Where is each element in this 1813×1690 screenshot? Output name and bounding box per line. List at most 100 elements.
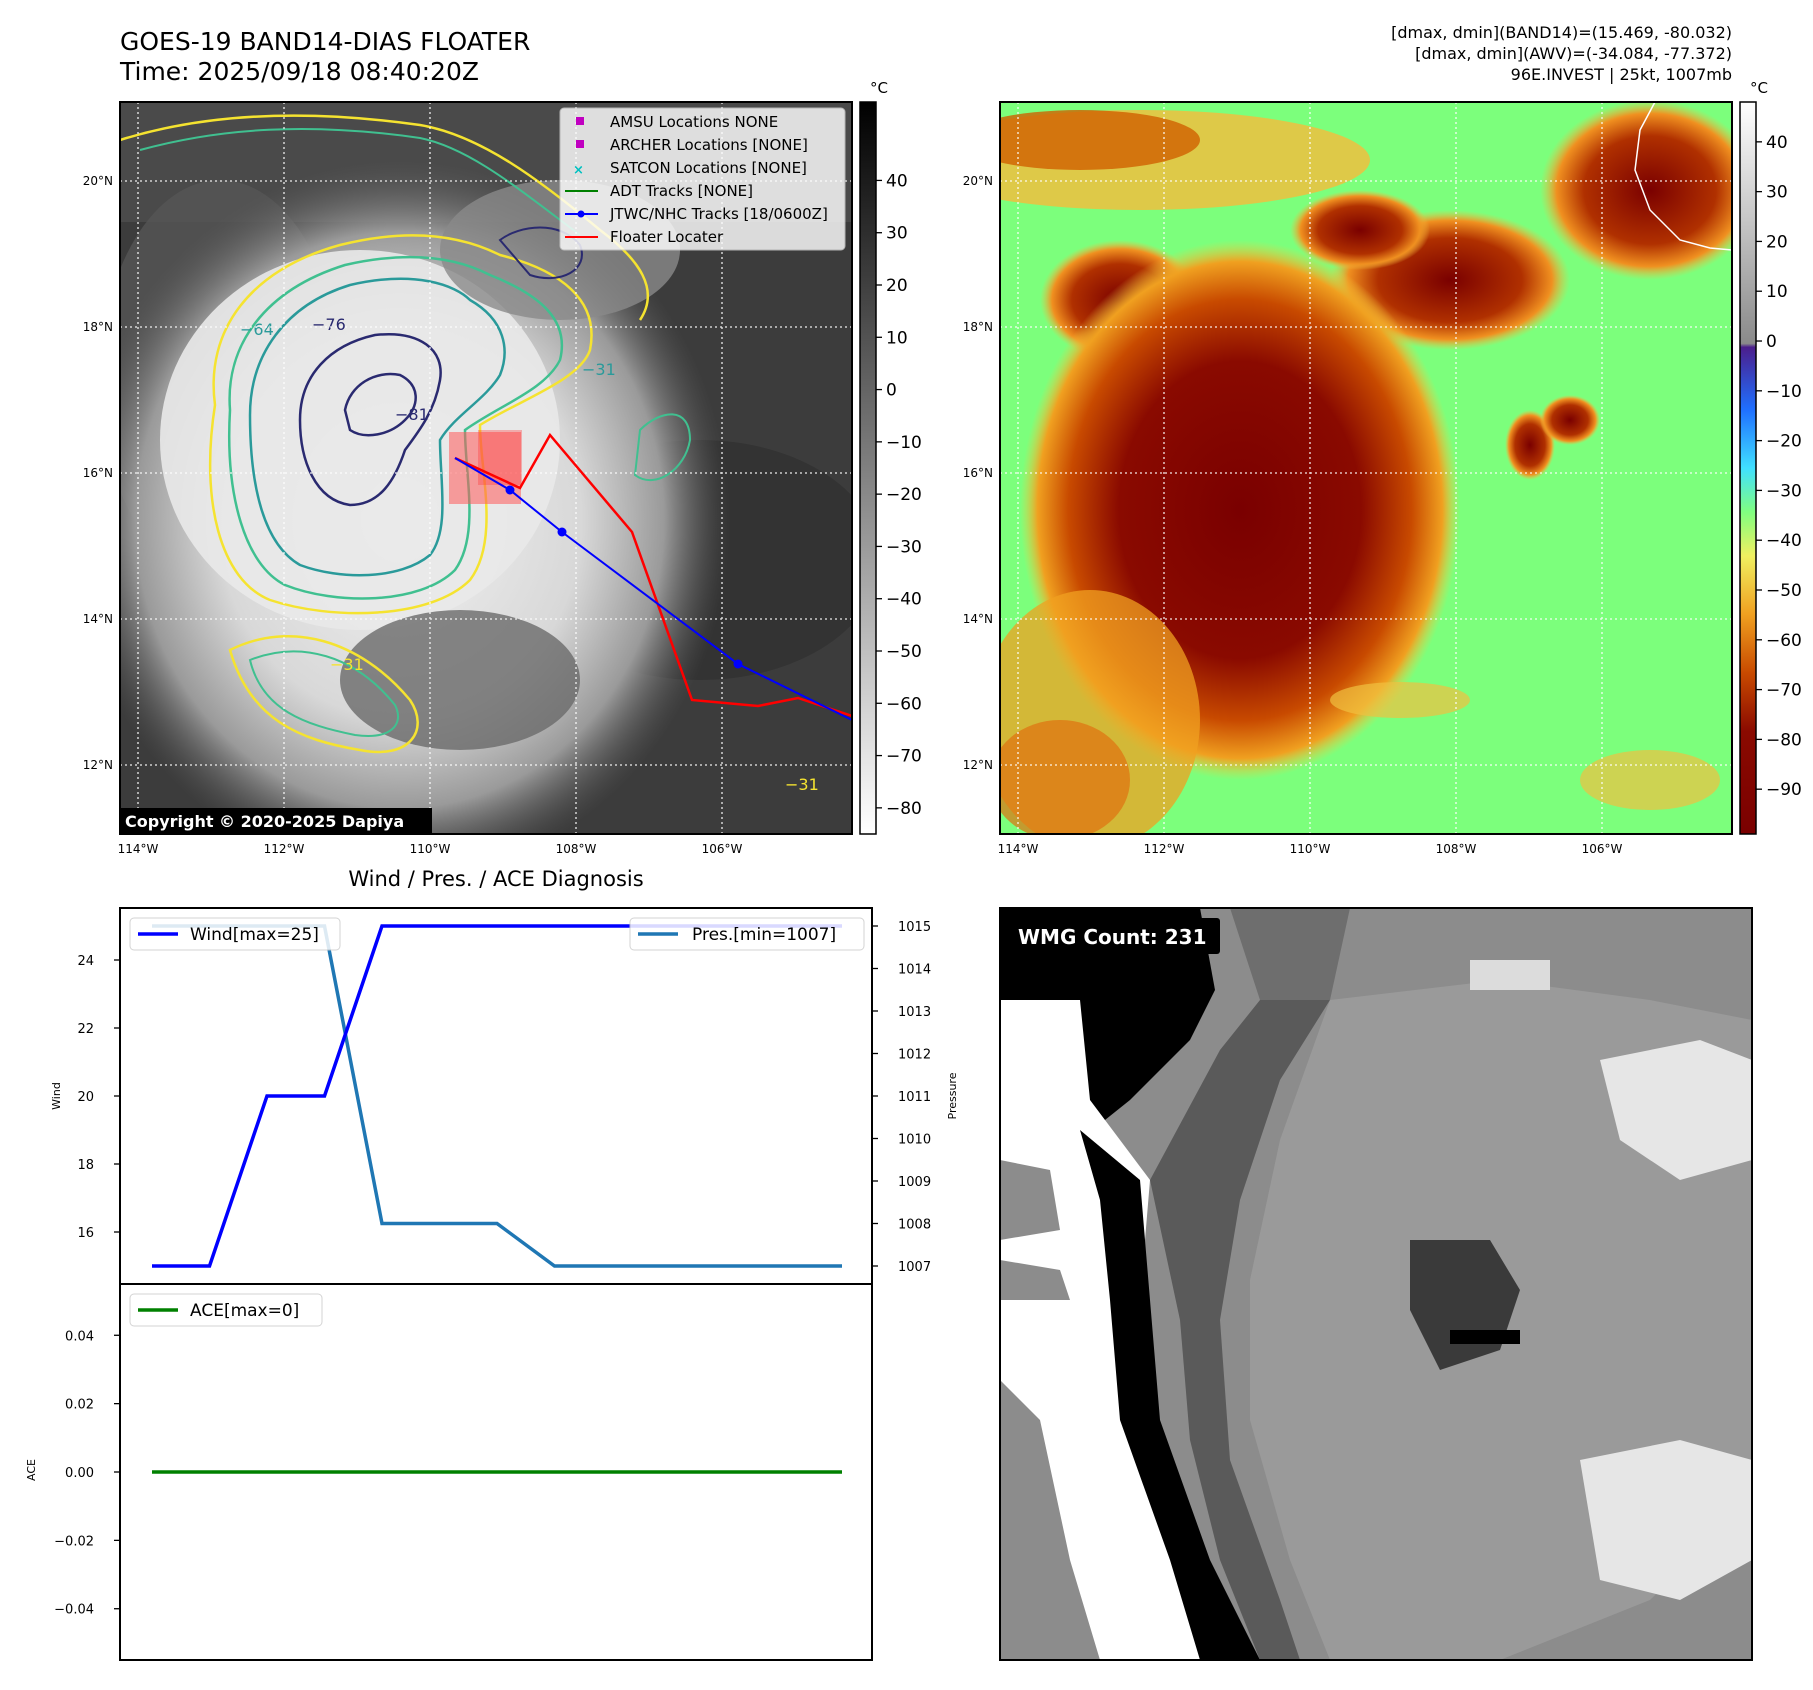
colorbar-tick-label: −60 xyxy=(1766,631,1802,651)
archer-marker-icon xyxy=(576,140,584,148)
lon-tick: 108°W xyxy=(1436,842,1477,856)
contour-label: −64 xyxy=(240,320,274,339)
colorbar-tick-label: 20 xyxy=(886,276,908,296)
legend-label: SATCON Locations [NONE] xyxy=(610,159,807,177)
colorbar-tick-label: −80 xyxy=(886,799,922,819)
wind-tick-label: 20 xyxy=(77,1090,94,1105)
wmg-image xyxy=(1000,908,1752,1660)
lat-tick: 20°N xyxy=(963,174,993,188)
colorbar-tick-label: −10 xyxy=(886,433,922,453)
colorbar-tick-label: −70 xyxy=(886,747,922,767)
figure-time: Time: 2025/09/18 08:40:20Z xyxy=(119,57,479,86)
satcon-marker-icon: × xyxy=(573,163,584,178)
colorbar-tick-label: −60 xyxy=(886,694,922,714)
wmg-count-label: WMG Count: 231 xyxy=(1018,925,1207,949)
wind-tick-label: 22 xyxy=(77,1022,94,1037)
awv-colorbar: °C 40 30 20 10 0 −10 −20 −30 −40 −50 −60 −70 −80 −90 xyxy=(1739,79,1802,835)
contour-label: −31 xyxy=(582,360,616,379)
colorbar-tick-label: −50 xyxy=(886,642,922,662)
jtwc-dot-icon xyxy=(577,210,585,218)
ace-legend: ACE[max=0] xyxy=(129,1293,323,1327)
colorbar-tick-label: −30 xyxy=(886,537,922,557)
lon-tick: 112°W xyxy=(1144,842,1185,856)
info-awv: [dmax, dmin](AWV)=(-34.084, -77.372) xyxy=(1415,44,1732,63)
lon-tick: 114°W xyxy=(998,842,1039,856)
pressure-tick-label: 1011 xyxy=(898,1090,931,1105)
ace-legend-label: ACE[max=0] xyxy=(190,1301,299,1321)
lat-tick: 14°N xyxy=(963,612,993,626)
pressure-axis-label: Pressure xyxy=(946,1072,959,1119)
pressure-tick-label: 1014 xyxy=(898,963,931,978)
track-point xyxy=(557,527,567,537)
legend-label: ADT Tracks [NONE] xyxy=(610,182,753,200)
chart-title: Wind / Pres. / ACE Diagnosis xyxy=(348,867,643,891)
pres-legend: Pres.[min=1007] xyxy=(629,917,865,951)
contour-label: −31 xyxy=(785,775,819,794)
colorbar-tick-label: 40 xyxy=(1766,133,1788,153)
colorbar-tick-label: −40 xyxy=(1766,531,1802,551)
colorbar-tick-label: −80 xyxy=(1766,730,1802,750)
contour-label: −76 xyxy=(312,315,346,334)
awv-image xyxy=(1000,102,1732,834)
colorbar-unit: °C xyxy=(870,79,888,97)
ir-image: −31 −31 −31 −64 −76 −81 xyxy=(120,102,852,834)
pressure-tick-label: 1012 xyxy=(898,1048,931,1063)
lat-tick: 16°N xyxy=(963,466,993,480)
pressure-tick-label: 1013 xyxy=(898,1005,931,1020)
legend-label: Floater Locater xyxy=(610,228,724,246)
lon-tick: 106°W xyxy=(702,842,743,856)
lon-tick: 114°W xyxy=(118,842,159,856)
ace-tick-label: 0.04 xyxy=(65,1329,94,1344)
wind-tick-label: 18 xyxy=(77,1158,94,1173)
awv-lat-ticks: 20°N 18°N 16°N 14°N 12°N xyxy=(963,174,993,772)
pressure-tick-label: 1007 xyxy=(898,1260,931,1275)
wind-axis-label: Wind xyxy=(50,1082,63,1110)
legend-label: ARCHER Locations [NONE] xyxy=(610,136,808,154)
info-band14: [dmax, dmin](BAND14)=(15.469, -80.032) xyxy=(1391,23,1732,42)
legend-label: AMSU Locations NONE xyxy=(610,113,778,131)
ace-tick-label: 0.02 xyxy=(65,1398,94,1413)
colorbar-tick-label: 30 xyxy=(886,224,908,244)
ir-colorbar: °C 40 30 20 10 0 −10 −20 −30 −40 −50 −60 −70 −80 xyxy=(859,79,922,835)
ir-panel: −31 −31 −31 −64 −76 −81 xyxy=(83,79,922,856)
amsu-marker-icon xyxy=(576,117,584,125)
lat-tick: 18°N xyxy=(963,320,993,334)
lat-tick: 12°N xyxy=(963,758,993,772)
colorbar-tick-label: 20 xyxy=(1766,232,1788,252)
wmg-panel: WMG Count: 231 xyxy=(999,907,1753,1661)
wind-legend-label: Wind[max=25] xyxy=(190,925,319,945)
awv-panel: 20°N 18°N 16°N 14°N 12°N 114°W 112°W 110… xyxy=(963,79,1802,856)
copyright-label: Copyright © 2020-2025 Dapiya xyxy=(125,812,404,831)
pressure-tick-label: 1015 xyxy=(898,920,931,935)
awv-lon-ticks: 114°W 112°W 110°W 108°W 106°W xyxy=(998,842,1623,856)
colorbar-tick-label: 30 xyxy=(1766,183,1788,203)
ace-axis-label: ACE xyxy=(25,1459,38,1481)
ace-tick-label: 0.00 xyxy=(65,1466,94,1481)
colorbar-tick-label: −20 xyxy=(1766,432,1802,452)
colorbar-tick-label: −70 xyxy=(1766,681,1802,701)
lon-tick: 112°W xyxy=(264,842,305,856)
colorbar-tick-label: 10 xyxy=(1766,282,1788,302)
contour-label: −81 xyxy=(395,405,429,424)
colorbar-unit: °C xyxy=(1750,79,1768,97)
colorbar-tick-label: 10 xyxy=(886,328,908,348)
colorbar-tick-label: −10 xyxy=(1766,382,1802,402)
lat-tick: 20°N xyxy=(83,174,113,188)
ir-legend: AMSU Locations NONE ARCHER Locations [NO… xyxy=(559,107,846,251)
wind-tick-label: 16 xyxy=(77,1226,94,1241)
colorbar-tick-label: −90 xyxy=(1766,780,1802,800)
pressure-tick-label: 1010 xyxy=(898,1133,931,1148)
colorbar-tick-label: −30 xyxy=(1766,481,1802,501)
colorbar-tick-label: 0 xyxy=(886,381,897,401)
pres-legend-label: Pres.[min=1007] xyxy=(692,925,836,945)
lat-tick: 16°N xyxy=(83,466,113,480)
wind-pres-chart: Wind / Pres. / ACE Diagnosis Wind Pressu… xyxy=(50,867,959,1285)
lon-tick: 110°W xyxy=(410,842,451,856)
ir-lon-ticks: 114°W 112°W 110°W 108°W 106°W xyxy=(118,842,743,856)
colorbar-tick-label: −40 xyxy=(886,590,922,610)
ace-tick-label: −0.02 xyxy=(54,1534,94,1549)
lon-tick: 110°W xyxy=(1290,842,1331,856)
contour-label: −31 xyxy=(330,655,364,674)
track-point xyxy=(733,659,743,669)
floater-locater-track xyxy=(454,432,852,718)
